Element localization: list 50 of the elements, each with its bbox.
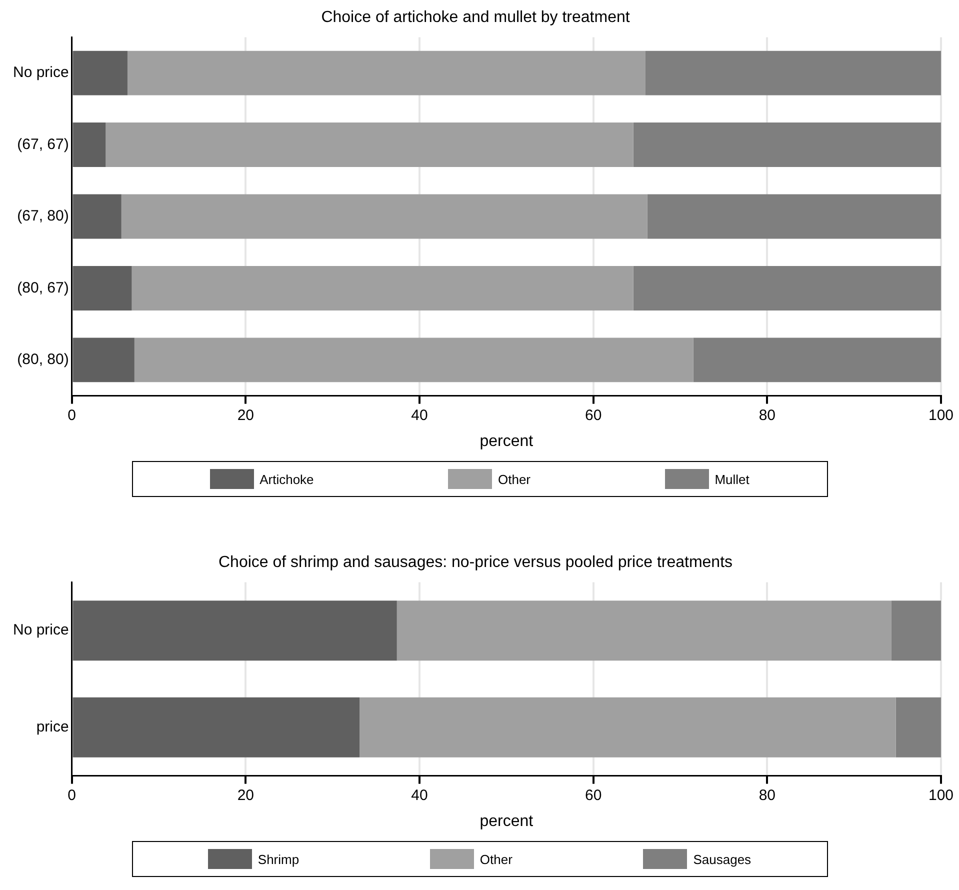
bar <box>72 600 397 661</box>
bar <box>121 194 648 239</box>
y-tick-label: (80, 80) <box>17 351 69 368</box>
x-tick-label: 40 <box>411 786 428 804</box>
x-tick-label: 100 <box>928 786 954 804</box>
bar <box>396 600 892 661</box>
legend-label: Mullet <box>714 472 750 486</box>
bar <box>891 600 941 661</box>
x-tick-label: 40 <box>411 406 428 424</box>
bar <box>647 194 941 239</box>
y-tick-label: No price <box>12 64 69 82</box>
legend-label: Other <box>498 472 530 486</box>
x-tick-label: 80 <box>758 406 776 424</box>
bar <box>72 122 106 168</box>
y-tick-label: (67, 67) <box>17 136 69 153</box>
bar <box>106 122 634 168</box>
bar <box>132 266 634 310</box>
bar <box>127 50 646 96</box>
bar <box>72 266 132 310</box>
x-tick-label: 60 <box>585 786 602 804</box>
x-tick-label: 0 <box>68 406 76 424</box>
x-tick-label: 60 <box>585 406 602 424</box>
bar <box>896 697 941 758</box>
x-tick-label: 20 <box>237 406 254 424</box>
bar <box>134 338 694 382</box>
y-tick-label: No price <box>12 622 69 639</box>
x-tick-label: 80 <box>758 786 776 804</box>
x-tick-label: 0 <box>68 786 76 804</box>
x-axis-title: percent <box>480 812 534 830</box>
bar <box>72 338 134 382</box>
x-tick-label: 20 <box>237 786 254 804</box>
chart-title: Choice of artichoke and mullet by treatment <box>321 9 630 26</box>
bar <box>360 697 896 758</box>
legend-label: Other <box>480 852 512 866</box>
bar <box>693 338 941 382</box>
y-tick-label: price <box>36 718 69 736</box>
bar <box>633 266 941 310</box>
bar <box>633 122 941 168</box>
legend-label: Sausages <box>693 852 752 866</box>
y-tick-label: (80, 67) <box>17 279 69 296</box>
bar <box>72 50 128 96</box>
y-tick-label: (67, 80) <box>17 208 69 225</box>
bar <box>72 697 360 758</box>
legend-label: Shrimp <box>258 852 300 866</box>
bar <box>72 194 122 239</box>
x-tick-label: 100 <box>928 406 954 424</box>
legend-label: Artichoke <box>260 472 314 486</box>
chart-title: Choice of shrimp and sausages: no-price versus pooled price treatments <box>218 554 733 572</box>
x-axis-title: percent <box>480 432 534 450</box>
bar <box>645 50 941 96</box>
